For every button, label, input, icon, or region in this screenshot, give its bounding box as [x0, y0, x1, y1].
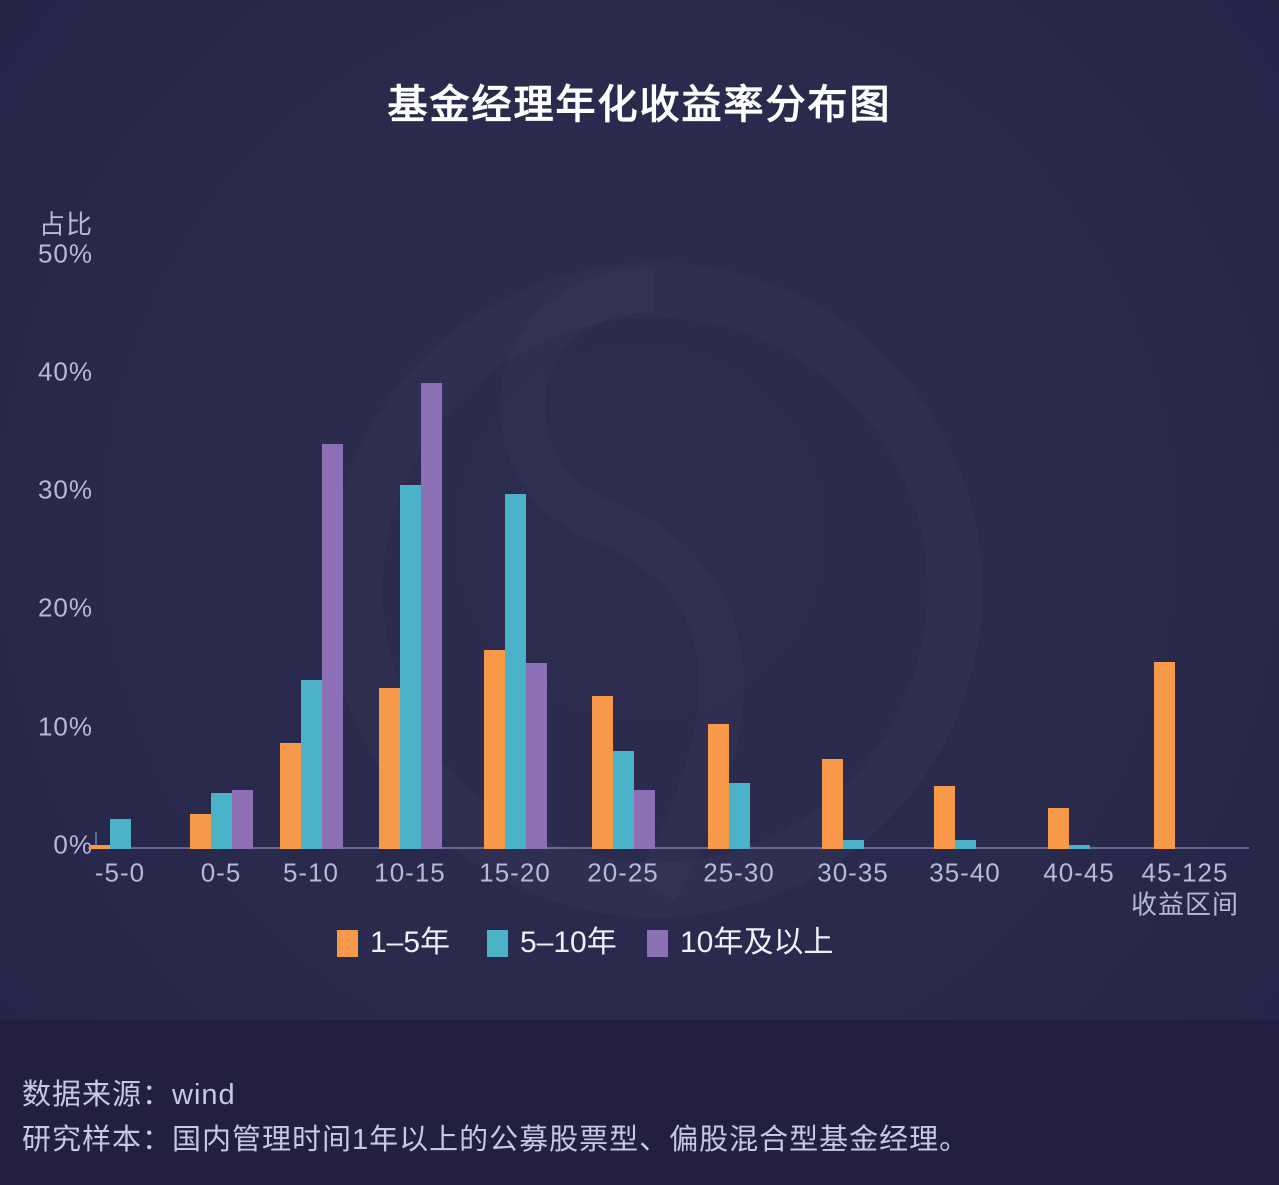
bar: [822, 759, 843, 849]
bar: [634, 790, 655, 849]
legend-item-10y-plus: 10年及以上: [647, 926, 834, 959]
bar: [1069, 845, 1090, 849]
bar: [592, 696, 613, 849]
x-axis-unit-label: 收益区间: [1130, 889, 1240, 920]
legend-label: 10年及以上: [680, 926, 834, 959]
legend-item-5-10y: 5–10年: [487, 926, 617, 959]
x-tick-label: -5-0: [94, 857, 146, 888]
bar: [729, 783, 750, 849]
bar: [322, 444, 343, 849]
bar: [211, 793, 232, 849]
bar: [934, 786, 955, 849]
x-tick-label: 0-5: [200, 857, 242, 888]
x-tick-label: 35-40: [929, 857, 1001, 888]
bar: [190, 814, 211, 849]
bar: [955, 840, 976, 849]
bar: [379, 688, 400, 849]
x-tick-label: 45-125: [1141, 857, 1229, 888]
legend-swatch-orange: [337, 929, 358, 957]
bar: [843, 840, 864, 849]
bar: [505, 494, 526, 849]
y-axis-title: 占比: [38, 209, 93, 240]
legend-item-1-5y: 1–5年: [337, 926, 451, 959]
chart-title: 基金经理年化收益率分布图: [387, 83, 892, 127]
bar: [526, 663, 547, 849]
bar: [232, 790, 253, 849]
bar: [1154, 662, 1175, 849]
legend-swatch-teal: [487, 929, 508, 957]
bar: [613, 751, 634, 849]
y-tick-label: 50%: [37, 238, 93, 269]
legend-label: 5–10年: [520, 926, 617, 959]
bar: [110, 819, 131, 849]
x-tick-label: 40-45: [1043, 857, 1115, 888]
data-source-label: 数据来源：: [22, 1079, 173, 1111]
x-tick-label: 10-15: [374, 857, 446, 888]
bar: [484, 650, 505, 849]
y-axis-origin-tick: [95, 832, 97, 848]
bar: [400, 485, 421, 849]
y-tick-label: 30%: [37, 474, 93, 505]
data-source-line: 数据来源：wind: [22, 1071, 236, 1113]
y-tick-label: 20%: [37, 592, 93, 623]
legend-swatch-purple: [647, 929, 668, 957]
bar: [280, 743, 301, 849]
bar: [1048, 808, 1069, 849]
x-tick-label: 15-20: [479, 857, 551, 888]
x-tick-label: 20-25: [587, 857, 659, 888]
footer-band: [0, 1020, 1279, 1185]
data-source-value: wind: [172, 1079, 236, 1111]
bar: [708, 724, 729, 849]
x-tick-label: 30-35: [817, 857, 889, 888]
bar: [89, 845, 110, 849]
bar: [421, 383, 442, 849]
x-axis-line: [88, 847, 1249, 849]
research-sample-line: 研究样本：国内管理时间1年以上的公募股票型、偏股混合型基金经理。: [22, 1124, 970, 1156]
y-tick-label: 0%: [53, 829, 93, 860]
y-tick-label: 40%: [37, 356, 93, 387]
y-tick-label: 10%: [37, 711, 93, 742]
bar: [301, 680, 322, 849]
x-tick-label: 25-30: [703, 857, 775, 888]
legend-label: 1–5年: [370, 926, 451, 959]
x-tick-label: 5-10: [282, 857, 340, 888]
